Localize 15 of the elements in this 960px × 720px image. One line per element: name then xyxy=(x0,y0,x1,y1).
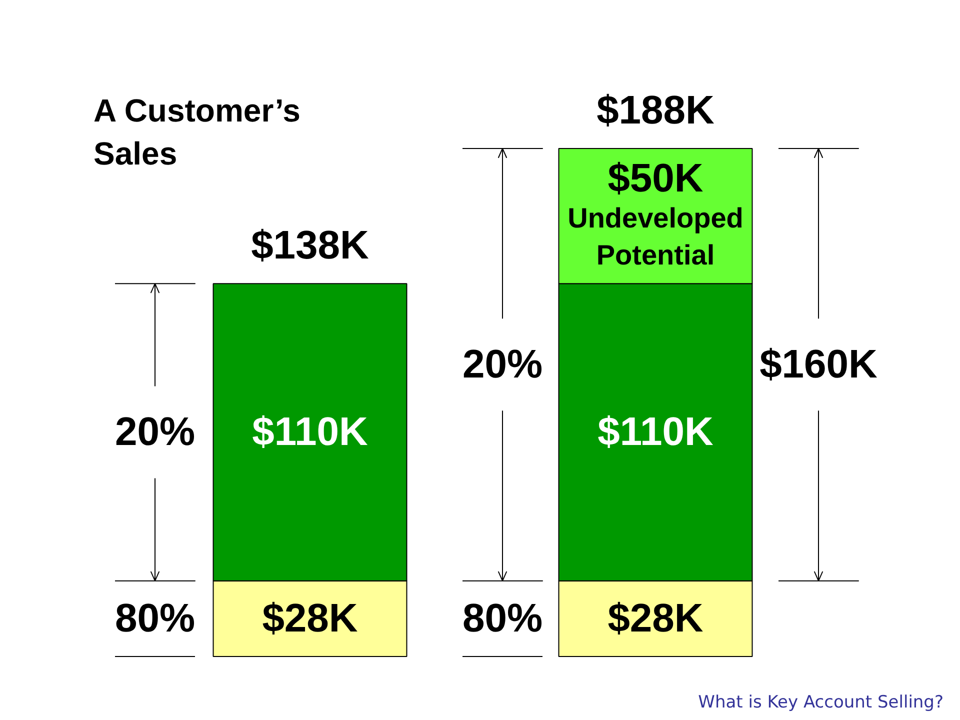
total-label: $138K xyxy=(251,224,370,268)
annotation: 20% xyxy=(462,342,543,387)
text: What is Key Account Selling? xyxy=(698,692,944,712)
annotation: 20% xyxy=(114,410,196,454)
data-label: $110K xyxy=(598,410,714,454)
chart-title: A Customer’s Sales xyxy=(94,92,300,172)
annotation: 80% xyxy=(114,596,196,641)
annotation: $160K xyxy=(760,342,878,387)
total-label: $188K xyxy=(596,88,715,132)
annotation: 80% xyxy=(462,596,543,641)
data-label: $28K xyxy=(608,596,704,641)
series-label: Undeveloped Potential xyxy=(568,202,744,271)
data-label: $110K xyxy=(252,410,368,454)
data-label: $50K xyxy=(608,156,704,200)
data-label: $28K xyxy=(262,596,358,641)
